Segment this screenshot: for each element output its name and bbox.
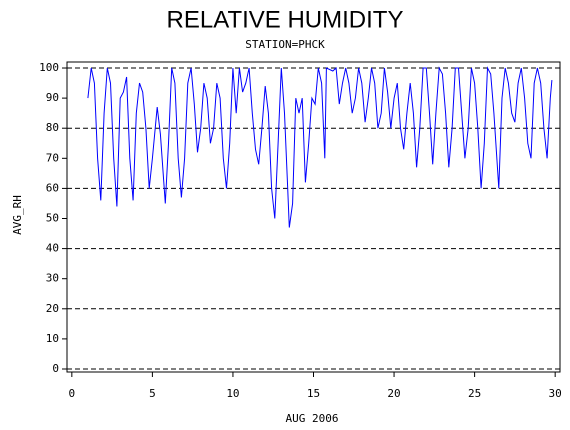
x-tick-label: 20 [387,387,400,400]
y-tick-label: 70 [46,151,59,164]
y-tick-label: 20 [46,302,59,315]
x-tick-label: 30 [549,387,562,400]
data-line [87,66,553,228]
x-tick-label: 15 [307,387,320,400]
y-tick-label: 80 [46,121,59,134]
y-tick-label: 50 [46,212,59,225]
chart-title: RELATIVE HUMIDITY [167,6,404,33]
y-tick-label: 100 [39,61,59,74]
y-tick-label: 10 [46,332,59,345]
y-tick-label: 60 [46,181,59,194]
x-axis-label: AUG 2006 [286,412,339,425]
y-tick-label: 40 [46,242,59,255]
x-tick-label: 25 [468,387,481,400]
y-tick-label: 0 [52,362,59,375]
chart-subtitle: STATION=PHCK [245,38,325,51]
y-tick-label: 90 [46,91,59,104]
y-tick-label: 30 [46,272,59,285]
x-tick-label: 0 [69,387,76,400]
y-axis-label: AVG_RH [11,195,24,235]
x-tick-label: 10 [226,387,239,400]
x-tick-label: 5 [149,387,156,400]
